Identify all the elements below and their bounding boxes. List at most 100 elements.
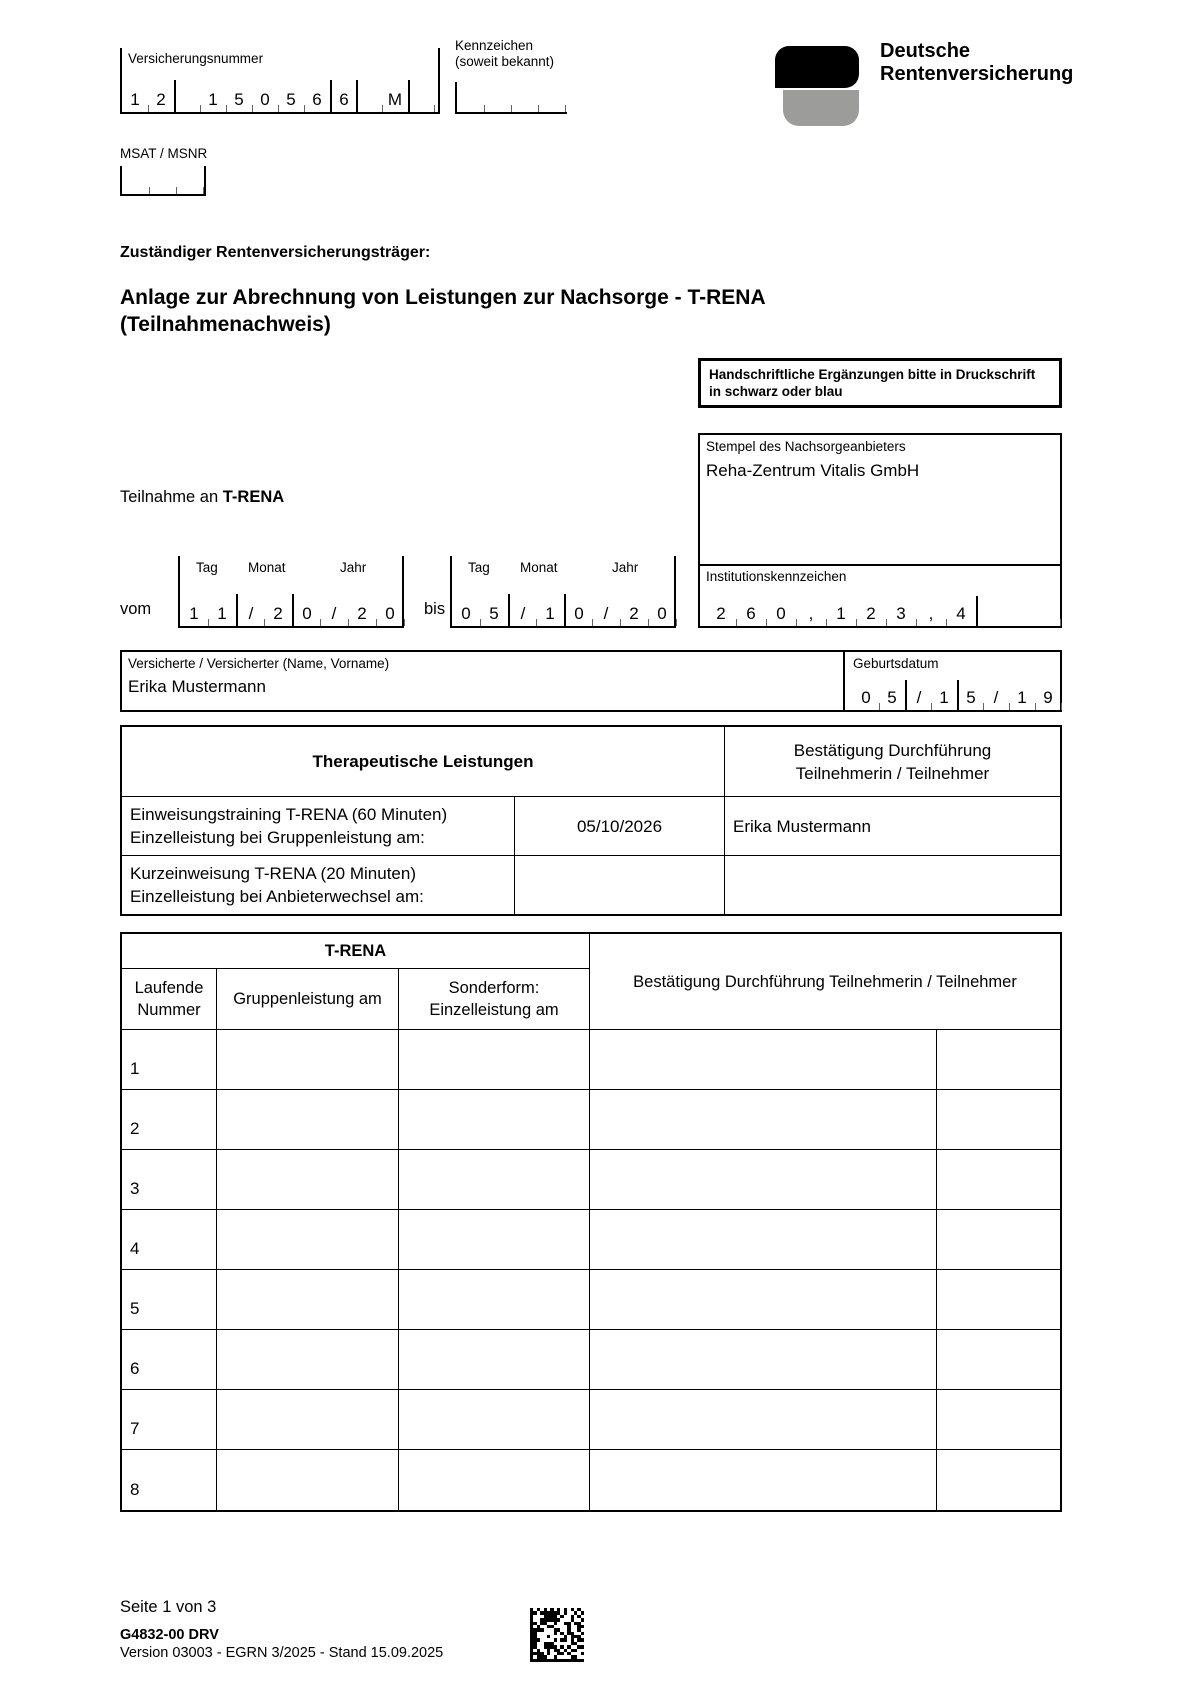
comb-cell: / — [320, 594, 349, 626]
trena-group-date-cell — [217, 1090, 399, 1150]
trena-row-number: 5 — [122, 1270, 217, 1330]
therapy-row-label-line1: Kurzeinweisung T-RENA (20 Minuten) — [130, 864, 416, 883]
insured-name-field: Versicherte / Versicherter (Name, Vornam… — [122, 652, 845, 710]
trena-row-number: 8 — [122, 1450, 217, 1510]
trena-confirmation-cell — [590, 1270, 937, 1330]
trena-special-date-cell — [399, 1330, 590, 1390]
stamp-field: Stempel des Nachsorgeanbieters Reha-Zent… — [700, 435, 1060, 566]
comb-cell: 2 — [348, 594, 377, 626]
traeger-heading: Zuständiger Rentenversicherungsträger: — [120, 244, 431, 261]
comb-cell: / — [592, 594, 621, 626]
versicherungsnummer-field: Versicherungsnummer 1 2 1 5 0 5 6 6 M — [120, 48, 440, 114]
trena-group-date-cell — [217, 1210, 399, 1270]
trena-col3-line2: Einzelleistung am — [429, 1001, 559, 1019]
institution-code-label: Institutionskennzeichen — [706, 569, 847, 584]
trena-group-date-cell — [217, 1390, 399, 1450]
participation-line: Teilnahme an T-RENA — [120, 488, 284, 507]
trena-group-date-cell — [217, 1450, 399, 1510]
insured-name-value: Erika Mustermann — [128, 677, 266, 696]
comb-cell: M — [382, 80, 409, 112]
trena-row-number: 3 — [122, 1150, 217, 1210]
birthdate-comb: 0 5 / 1 5 / 1 9 — [853, 680, 1062, 710]
institution-code-comb: 2 6 0 , 1 2 3 , 4 — [706, 596, 1061, 626]
comb-cell: 2 — [706, 596, 737, 626]
stamp-value: Reha-Zentrum Vitalis GmbH — [706, 461, 920, 480]
comb-cell: 9 — [1035, 680, 1062, 710]
therapy-row-date: 05/10/2026 — [515, 797, 725, 856]
comb-cell: 5 — [226, 80, 253, 112]
comb-cell: 1 — [931, 680, 958, 710]
trena-confirmation-cell — [590, 1390, 937, 1450]
page-title: Anlage zur Abrechnung von Leistungen zur… — [120, 284, 766, 338]
kennzeichen-label: Kennzeichen (soweit bekannt) — [455, 38, 554, 70]
comb-cell — [177, 166, 205, 194]
therapy-row-label-line2: Einzelleistung bei Gruppenleistung am: — [130, 828, 425, 847]
page-title-line2: (Teilnahmenachweis) — [120, 313, 331, 336]
therapy-header-left: Therapeutische Leistungen — [122, 727, 725, 797]
trena-confirmation-cell — [590, 1330, 937, 1390]
handwriting-notice-box: Handschriftliche Ergänzungen bitte in Dr… — [698, 358, 1062, 408]
trena-col3-line1: Sonderform: — [448, 979, 540, 997]
comb-cell: 2 — [148, 80, 175, 112]
trena-row-number: 4 — [122, 1210, 217, 1270]
trena-confirmation-cell — [590, 1450, 937, 1510]
trena-special-date-cell — [399, 1030, 590, 1090]
trena-col1-header: Laufende Nummer — [122, 969, 217, 1030]
comb-cell: 1 — [200, 80, 227, 112]
drv-logo-gray-icon — [783, 90, 859, 126]
trena-special-date-cell — [399, 1150, 590, 1210]
comb-cell: 0 — [452, 594, 481, 626]
comb-cell — [149, 166, 178, 194]
trena-row-number: 1 — [122, 1030, 217, 1090]
notice-line2: in schwarz oder blau — [709, 384, 843, 399]
datamatrix-barcode — [530, 1608, 584, 1662]
comb-cell: 0 — [292, 594, 321, 626]
drv-logo-wordmark: Deutsche Rentenversicherung — [880, 40, 1073, 86]
comb-cell — [457, 82, 485, 112]
jahr-label: Jahr — [340, 560, 367, 575]
kennzeichen-label-line1: Kennzeichen — [455, 38, 534, 53]
therapy-row-label: Einweisungstraining T-RENA (60 Minuten) … — [122, 797, 515, 856]
tag-label: Tag — [468, 560, 490, 575]
comb-cell: , — [796, 596, 827, 626]
comb-cell: / — [983, 680, 1010, 710]
trena-table: T-RENA Bestätigung Durchführung Teilnehm… — [120, 932, 1062, 1512]
tag-label: Tag — [196, 560, 218, 575]
comb-cell — [976, 596, 1061, 626]
comb-cell: 5 — [879, 680, 906, 710]
comb-cell — [511, 82, 539, 112]
trena-confirmation-header: Bestätigung Durchführung Teilnehmerin / … — [590, 934, 1060, 1030]
therapy-row-date — [515, 856, 725, 914]
comb-cell: 0 — [376, 594, 405, 626]
trena-special-date-cell — [399, 1210, 590, 1270]
trena-row-number: 7 — [122, 1390, 217, 1450]
comb-cell: 1 — [122, 80, 149, 112]
comb-cell: 6 — [330, 80, 357, 112]
comb-cell: 0 — [853, 680, 880, 710]
versicherungsnummer-comb: 1 2 1 5 0 5 6 6 M — [122, 80, 438, 112]
comb-cell: 2 — [856, 596, 887, 626]
comb-cell: 6 — [304, 80, 331, 112]
trena-group-date-cell — [217, 1150, 399, 1210]
comb-cell: 0 — [766, 596, 797, 626]
stamp-label: Stempel des Nachsorgeanbieters — [706, 439, 906, 454]
comb-cell — [356, 80, 383, 112]
comb-cell — [174, 80, 201, 112]
comb-cell: 0 — [564, 594, 593, 626]
date-to-field: Tag Monat Jahr 0 5 / 1 0 / 2 0 — [450, 556, 677, 628]
birthdate-field: Geburtsdatum 0 5 / 1 5 / 1 9 — [845, 652, 1062, 710]
page-indicator: Seite 1 von 3 — [120, 1598, 217, 1616]
monat-label: Monat — [520, 560, 558, 575]
versicherungsnummer-label: Versicherungsnummer — [128, 51, 264, 66]
birthdate-label: Geburtsdatum — [853, 656, 939, 671]
provider-box: Stempel des Nachsorgeanbieters Reha-Zent… — [698, 433, 1062, 628]
trena-col3-header: Sonderform: Einzelleistung am — [399, 969, 590, 1030]
logo-line2: Rentenversicherung — [880, 63, 1074, 85]
trena-extra-cell — [937, 1030, 1060, 1090]
trena-group-date-cell — [217, 1270, 399, 1330]
comb-cell — [408, 80, 435, 112]
comb-cell — [122, 166, 151, 194]
comb-cell — [538, 82, 566, 112]
date-from-field: Tag Monat Jahr 1 1 / 2 0 / 2 0 — [178, 556, 405, 628]
